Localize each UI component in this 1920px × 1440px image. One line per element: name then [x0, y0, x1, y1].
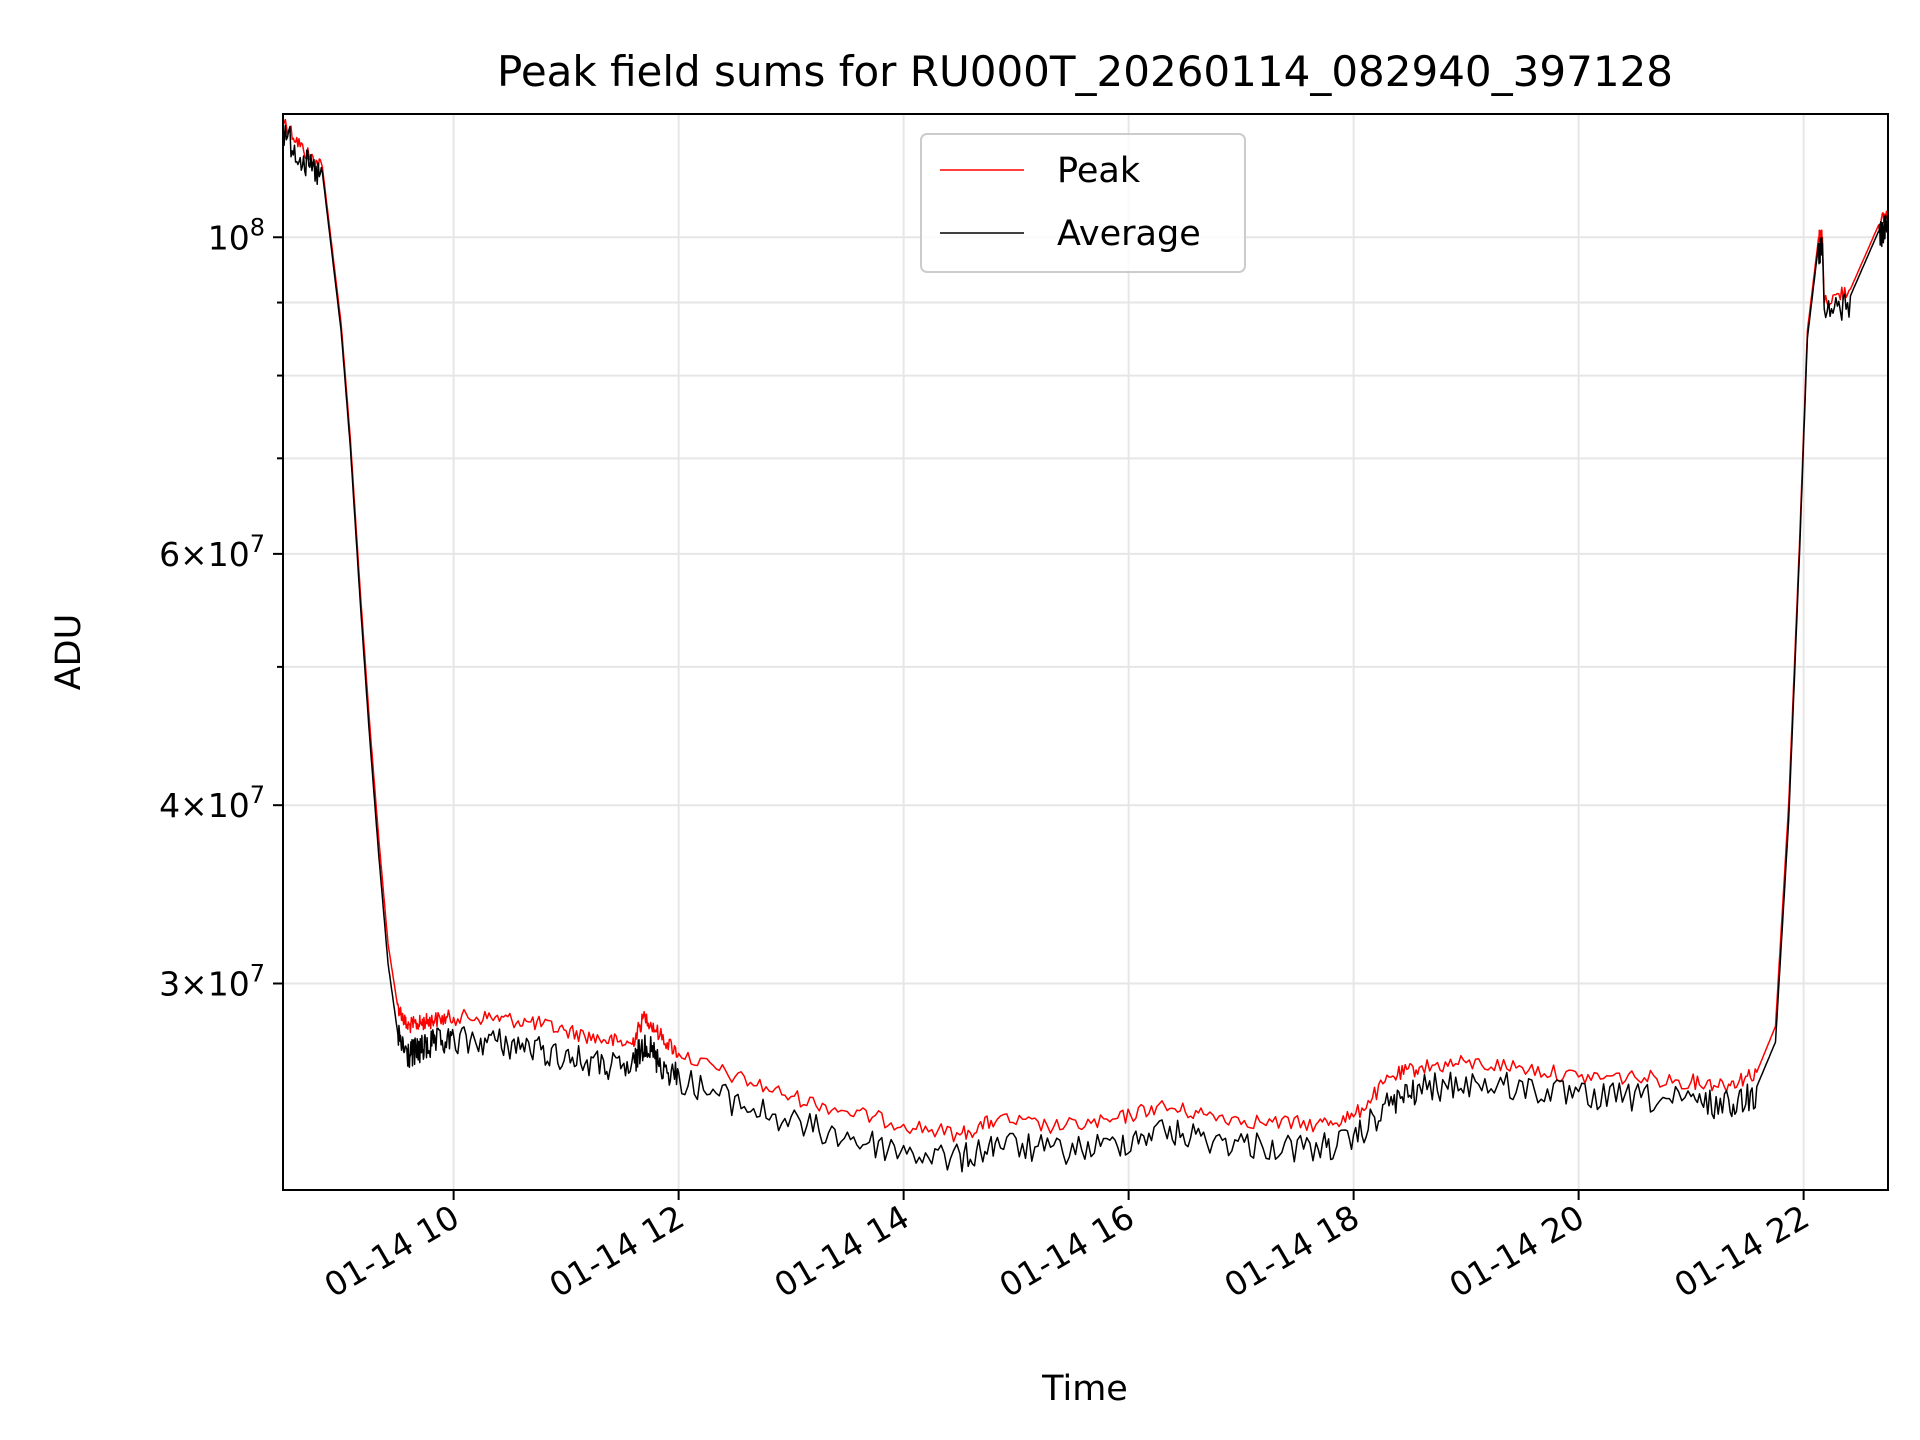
legend-label-peak: Peak [1057, 151, 1141, 191]
legend-box [920, 133, 1246, 273]
legend-label-average: Average [1057, 214, 1201, 254]
series-line-peak [282, 118, 1889, 1143]
y-tick-label: 4×107 [159, 781, 265, 825]
chart-title: Peak field sums for RU000T_20260114_0829… [497, 47, 1673, 96]
x-axis-label: Time [1041, 1369, 1128, 1409]
y-axis-label: ADU [49, 614, 89, 691]
y-axis: 3×107 4×107 6×107 108 [159, 213, 283, 1004]
plot-frame [282, 113, 1889, 1191]
y-tick-label: 3×107 [159, 960, 265, 1004]
legend: Peak Average [920, 133, 1246, 273]
y-tick-label: 6×107 [159, 530, 265, 574]
series-line-average [282, 124, 1889, 1173]
y-tick-label: 108 [208, 213, 265, 257]
series-layer [282, 118, 1889, 1173]
